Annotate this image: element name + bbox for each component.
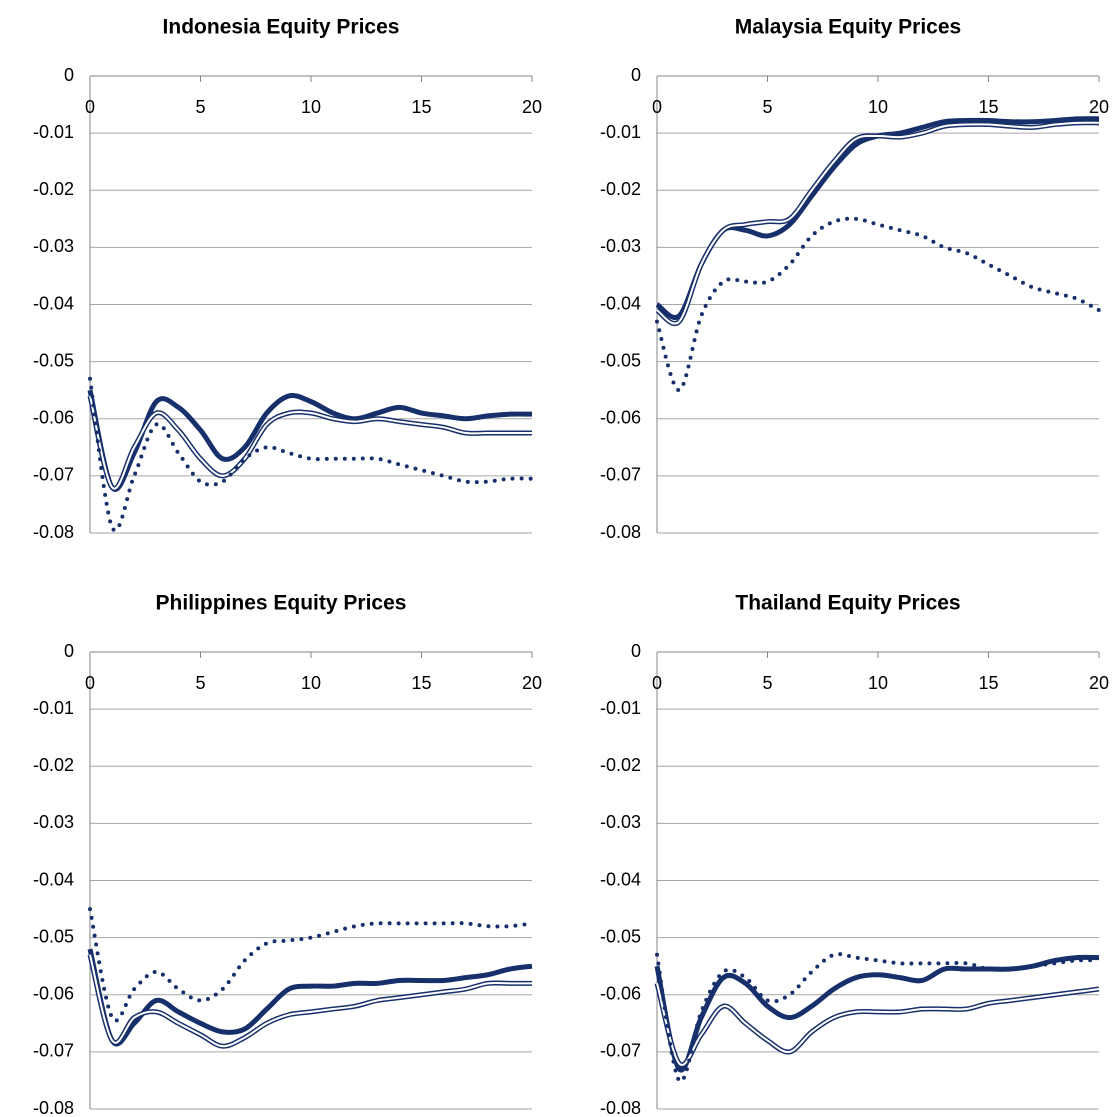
y-tick-label: 0	[631, 65, 641, 85]
x-tick-label: 5	[762, 673, 772, 693]
x-tick-label: 20	[1089, 97, 1109, 117]
x-tick-label: 5	[195, 673, 205, 693]
y-tick-label: -0.01	[33, 122, 74, 142]
x-tick-label: 20	[522, 97, 542, 117]
y-tick-label: -0.06	[600, 984, 641, 1004]
y-tick-label: -0.06	[600, 408, 641, 428]
x-tick-label: 10	[301, 97, 321, 117]
x-tick-label: 5	[195, 97, 205, 117]
y-tick-label: -0.06	[33, 408, 74, 428]
x-tick-label: 20	[1089, 673, 1109, 693]
series-line	[654, 982, 1100, 1068]
series-line-inner	[89, 954, 532, 1048]
series-line	[87, 948, 533, 1047]
y-tick-label: -0.02	[600, 179, 641, 199]
x-tick-label: 10	[868, 673, 888, 693]
x-tick-label: 0	[85, 97, 95, 117]
x-tick-label: 10	[868, 97, 888, 117]
chart-title: Thailand Equity Prices	[735, 592, 960, 615]
y-tick-label: -0.07	[600, 1041, 641, 1061]
chart-panel: Indonesia Equity Prices 0 -0.01 -0.02 -0.03 -…	[33, 16, 542, 542]
chart-title: Malaysia Equity Prices	[735, 16, 961, 39]
y-tick-label: -0.07	[33, 1041, 74, 1061]
y-tick-label: -0.03	[33, 236, 74, 256]
chart-panel: Philippines Equity Prices 0 -0.01 -0.02 -0.0…	[33, 592, 542, 1117]
series-line	[655, 216, 1101, 393]
y-tick-label: -0.07	[600, 465, 641, 485]
y-tick-label: -0.01	[33, 698, 74, 718]
chart-panel: Malaysia Equity Prices 0 -0.01 -0.02 -0.03 -0…	[600, 16, 1109, 542]
y-tick-label: -0.02	[33, 179, 74, 199]
x-tick-label: 15	[411, 673, 431, 693]
y-tick-label: -0.01	[600, 122, 641, 142]
y-tick-label: -0.04	[33, 293, 74, 313]
y-tick-label: 0	[64, 65, 74, 85]
x-tick-label: 20	[522, 673, 542, 693]
y-tick-label: 0	[64, 641, 74, 661]
x-tick-label: 0	[652, 97, 662, 117]
y-tick-label: -0.08	[33, 1098, 74, 1117]
y-tick-label: -0.03	[600, 236, 641, 256]
x-tick-label: 0	[652, 673, 662, 693]
series-line	[87, 395, 532, 492]
series-line	[655, 120, 1100, 326]
series-line-inner	[89, 395, 532, 490]
series-line-inner	[656, 983, 1100, 1066]
y-tick-label: -0.07	[33, 465, 74, 485]
x-tick-label: 5	[762, 97, 772, 117]
y-tick-label: -0.02	[600, 755, 641, 775]
x-tick-label: 0	[85, 673, 95, 693]
y-tick-label: 0	[631, 641, 641, 661]
y-tick-label: -0.04	[33, 869, 74, 889]
chart-title: Philippines Equity Prices	[156, 592, 407, 615]
series-line	[87, 389, 533, 492]
y-tick-label: -0.04	[600, 293, 641, 313]
series-line-inner	[656, 121, 1100, 325]
y-tick-label: -0.08	[600, 1098, 641, 1117]
y-tick-label: -0.03	[33, 812, 74, 832]
x-tick-label: 15	[978, 673, 998, 693]
x-tick-label: 15	[978, 97, 998, 117]
x-tick-label: 10	[301, 673, 321, 693]
y-tick-label: -0.02	[33, 755, 74, 775]
y-tick-label: -0.05	[600, 926, 641, 946]
y-tick-label: -0.03	[600, 812, 641, 832]
y-tick-label: -0.05	[600, 350, 641, 370]
series-line	[654, 954, 1100, 1073]
y-tick-label: -0.01	[600, 698, 641, 718]
y-tick-label: -0.08	[600, 522, 641, 542]
x-tick-label: 15	[411, 97, 431, 117]
y-tick-label: -0.04	[600, 869, 641, 889]
chart-title: Indonesia Equity Prices	[163, 16, 400, 39]
y-tick-label: -0.05	[33, 350, 74, 370]
y-tick-label: -0.05	[33, 926, 74, 946]
y-tick-label: -0.06	[33, 984, 74, 1004]
series-line	[88, 907, 534, 1023]
chart-panel: Thailand Equity Prices 0 -0.01 -0.02 -0.03 -0…	[600, 592, 1109, 1117]
y-tick-label: -0.08	[33, 522, 74, 542]
